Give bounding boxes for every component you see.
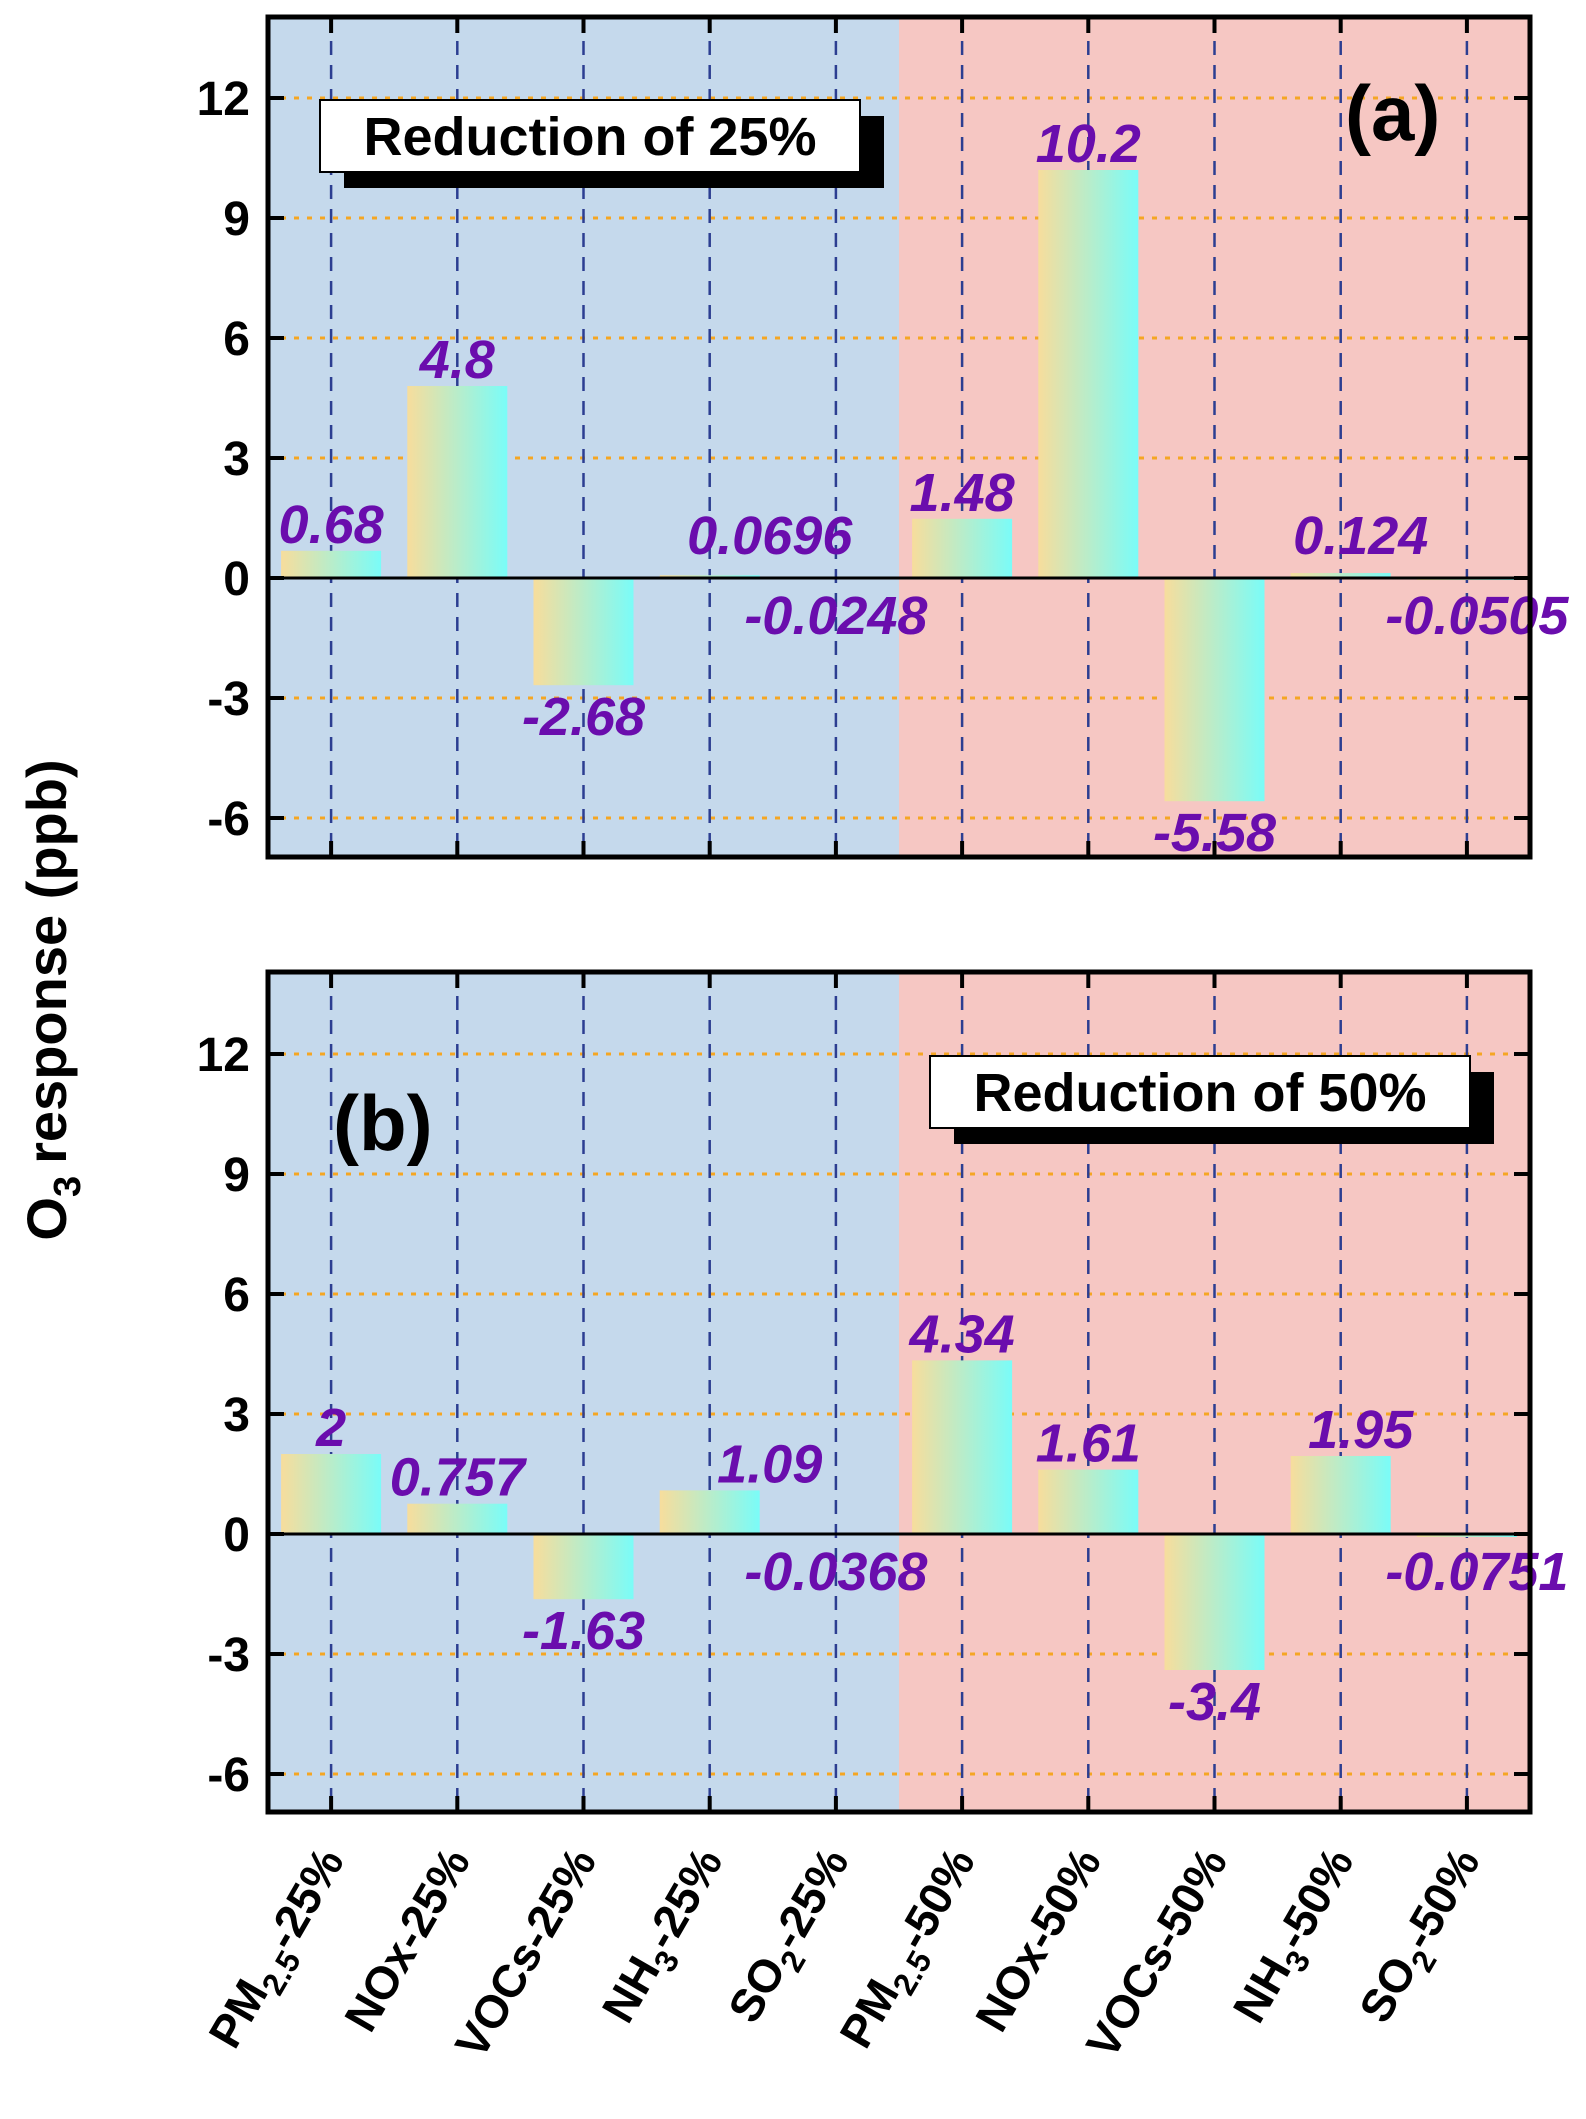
box-label: Reduction of 25% [363, 107, 816, 167]
panel-b: 2 0.757 -1.63 1.09 -0.0368 4.34 1.61 -3.4 1.95 -0… [197, 969, 1568, 1815]
bar [533, 578, 634, 686]
bar [407, 386, 508, 578]
x-category-main: NOx-25% [334, 1839, 480, 2040]
y-tick-label: -6 [207, 1749, 250, 1802]
x-category-tail: -50% [1391, 1839, 1490, 1958]
data-label: -0.0751 [1385, 1542, 1568, 1602]
bar [407, 1503, 508, 1534]
x-category-labels: PM2.5-25%NOx-25%VOCs-25%NH3-25%SO2-25%PM… [198, 1839, 1498, 2066]
bar [1164, 578, 1265, 802]
bar [1290, 573, 1391, 578]
y-tick-label: 0 [223, 1509, 250, 1562]
data-label: 10.2 [1036, 114, 1141, 174]
y-tick-label: 3 [223, 1389, 250, 1442]
y-axis-label-text: response (ppb) [15, 759, 78, 1163]
panel-tag: (b) [333, 1079, 433, 1167]
box-label-frame [319, 99, 861, 173]
data-label: 1.48 [910, 463, 1015, 523]
y-tick-label: -3 [207, 1629, 250, 1682]
data-label: 0.0696 [687, 506, 853, 566]
data-label: 2 [315, 1398, 346, 1458]
y-tick-label: 12 [197, 73, 250, 126]
box-label: Reduction of 50% [973, 1063, 1426, 1123]
y-tick-label: -3 [207, 673, 250, 726]
data-label: 1.95 [1308, 1400, 1414, 1460]
x-category-tail: -50% [886, 1839, 985, 1958]
x-category-tail: -25% [255, 1839, 354, 1958]
bar [281, 1454, 382, 1534]
y-tick-label: 0 [223, 553, 250, 606]
data-label: 1.09 [717, 1434, 822, 1494]
x-category-main: NOx-50% [965, 1839, 1111, 2040]
data-label: -2.68 [522, 687, 645, 747]
y-axis-label: O3 response (ppb) [15, 759, 89, 1240]
data-label: -0.0368 [744, 1542, 927, 1602]
x-category-tail: -50% [1265, 1839, 1364, 1958]
axes-frame [265, 14, 1533, 860]
data-label: 0.124 [1293, 506, 1428, 566]
bar [659, 1490, 760, 1534]
x-category-label: SO2-50% [1349, 1839, 1498, 2035]
x-category-tail: -25% [634, 1839, 733, 1958]
y-tick-label: 6 [223, 1269, 250, 1322]
box-label-frame [929, 1055, 1471, 1129]
y-axis-label-subscript: 3 [47, 1176, 89, 1197]
bar [1164, 1534, 1265, 1670]
data-label: -3.4 [1168, 1672, 1261, 1732]
bar [1038, 1469, 1139, 1534]
y-tick-label: 9 [223, 193, 250, 246]
data-label: -1.63 [522, 1601, 645, 1661]
bar [912, 1360, 1013, 1534]
bar [1038, 170, 1139, 578]
y-tick-label: 9 [223, 1149, 250, 1202]
bar [533, 1534, 634, 1600]
y-tick-label: 6 [223, 313, 250, 366]
data-label: 0.757 [390, 1448, 528, 1508]
y-tick-label: -6 [207, 793, 250, 846]
data-label: 1.61 [1036, 1414, 1141, 1474]
data-label: -0.0248 [744, 586, 927, 646]
y-tick-label: 3 [223, 433, 250, 486]
bar [281, 550, 382, 578]
x-category-label: NOx-25% [334, 1839, 480, 2040]
axes-frame [265, 969, 1533, 1815]
x-category-label: NOx-50% [965, 1839, 1111, 2040]
x-category-tail: -25% [760, 1839, 859, 1958]
y-tick-label: 12 [197, 1029, 250, 1082]
data-label: 4.8 [419, 330, 495, 390]
bar [1416, 1534, 1517, 1538]
data-label: 4.34 [909, 1304, 1015, 1364]
bar [1290, 1456, 1391, 1534]
data-label: -0.0505 [1385, 586, 1569, 646]
panel-tag: (a) [1345, 69, 1440, 157]
y-axis-label-prefix: O [15, 1197, 78, 1241]
data-label: 0.68 [279, 495, 384, 555]
x-category-label: PM2.5-25% [198, 1839, 361, 2061]
bar [912, 518, 1013, 578]
panel-a: 0.684.8-2.680.0696-0.02481.4810.2-5.580.… [197, 14, 1569, 863]
